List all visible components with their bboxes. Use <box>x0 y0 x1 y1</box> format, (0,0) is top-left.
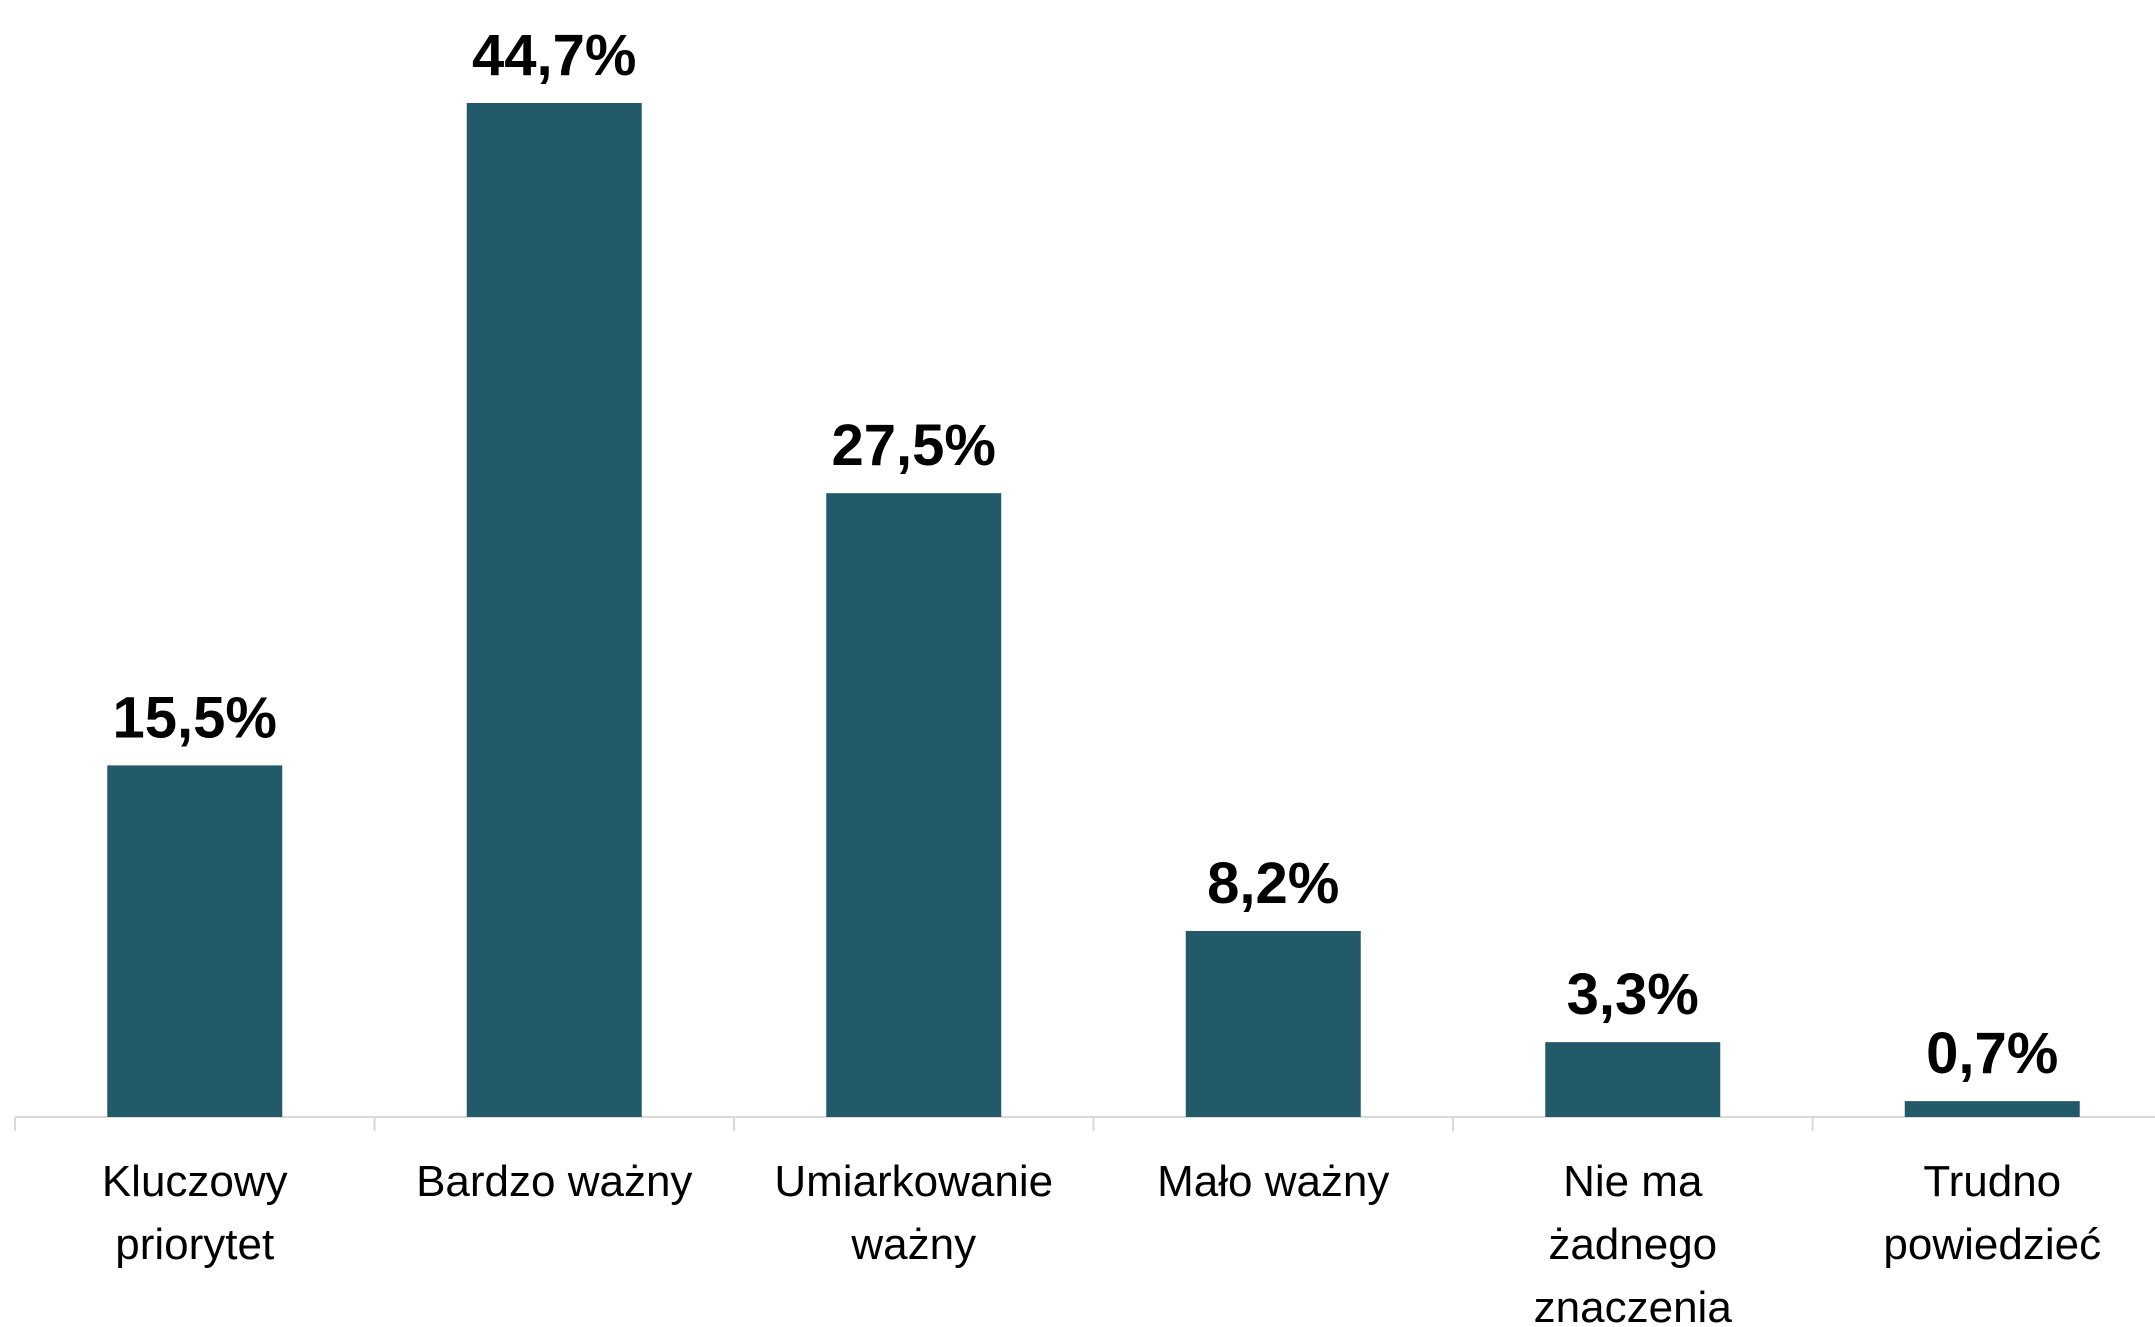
bar <box>1904 1101 2080 1117</box>
value-label: 44,7% <box>472 23 636 88</box>
value-label: 0,7% <box>1926 1021 2058 1086</box>
bar <box>107 765 283 1117</box>
x-tick-label: Bardzo ważny <box>416 1157 693 1206</box>
bar <box>1185 930 1361 1117</box>
bar <box>826 493 1002 1117</box>
value-label: 27,5% <box>832 413 996 478</box>
value-label: 15,5% <box>113 685 277 750</box>
value-label: 3,3% <box>1567 962 1699 1027</box>
x-tick-label: Trudno powiedzieć <box>1883 1157 2102 1269</box>
bar <box>1545 1042 1721 1117</box>
value-label: 8,2% <box>1207 851 1339 916</box>
x-tick-label: Nie ma żadnego znaczenia <box>1533 1157 1732 1327</box>
x-tick-label: Kluczowy priorytet <box>101 1157 288 1269</box>
x-tick-label: Umiarkowanie ważny <box>774 1157 1054 1269</box>
x-tick-label: Mało ważny <box>1157 1157 1390 1206</box>
bar <box>466 103 642 1117</box>
